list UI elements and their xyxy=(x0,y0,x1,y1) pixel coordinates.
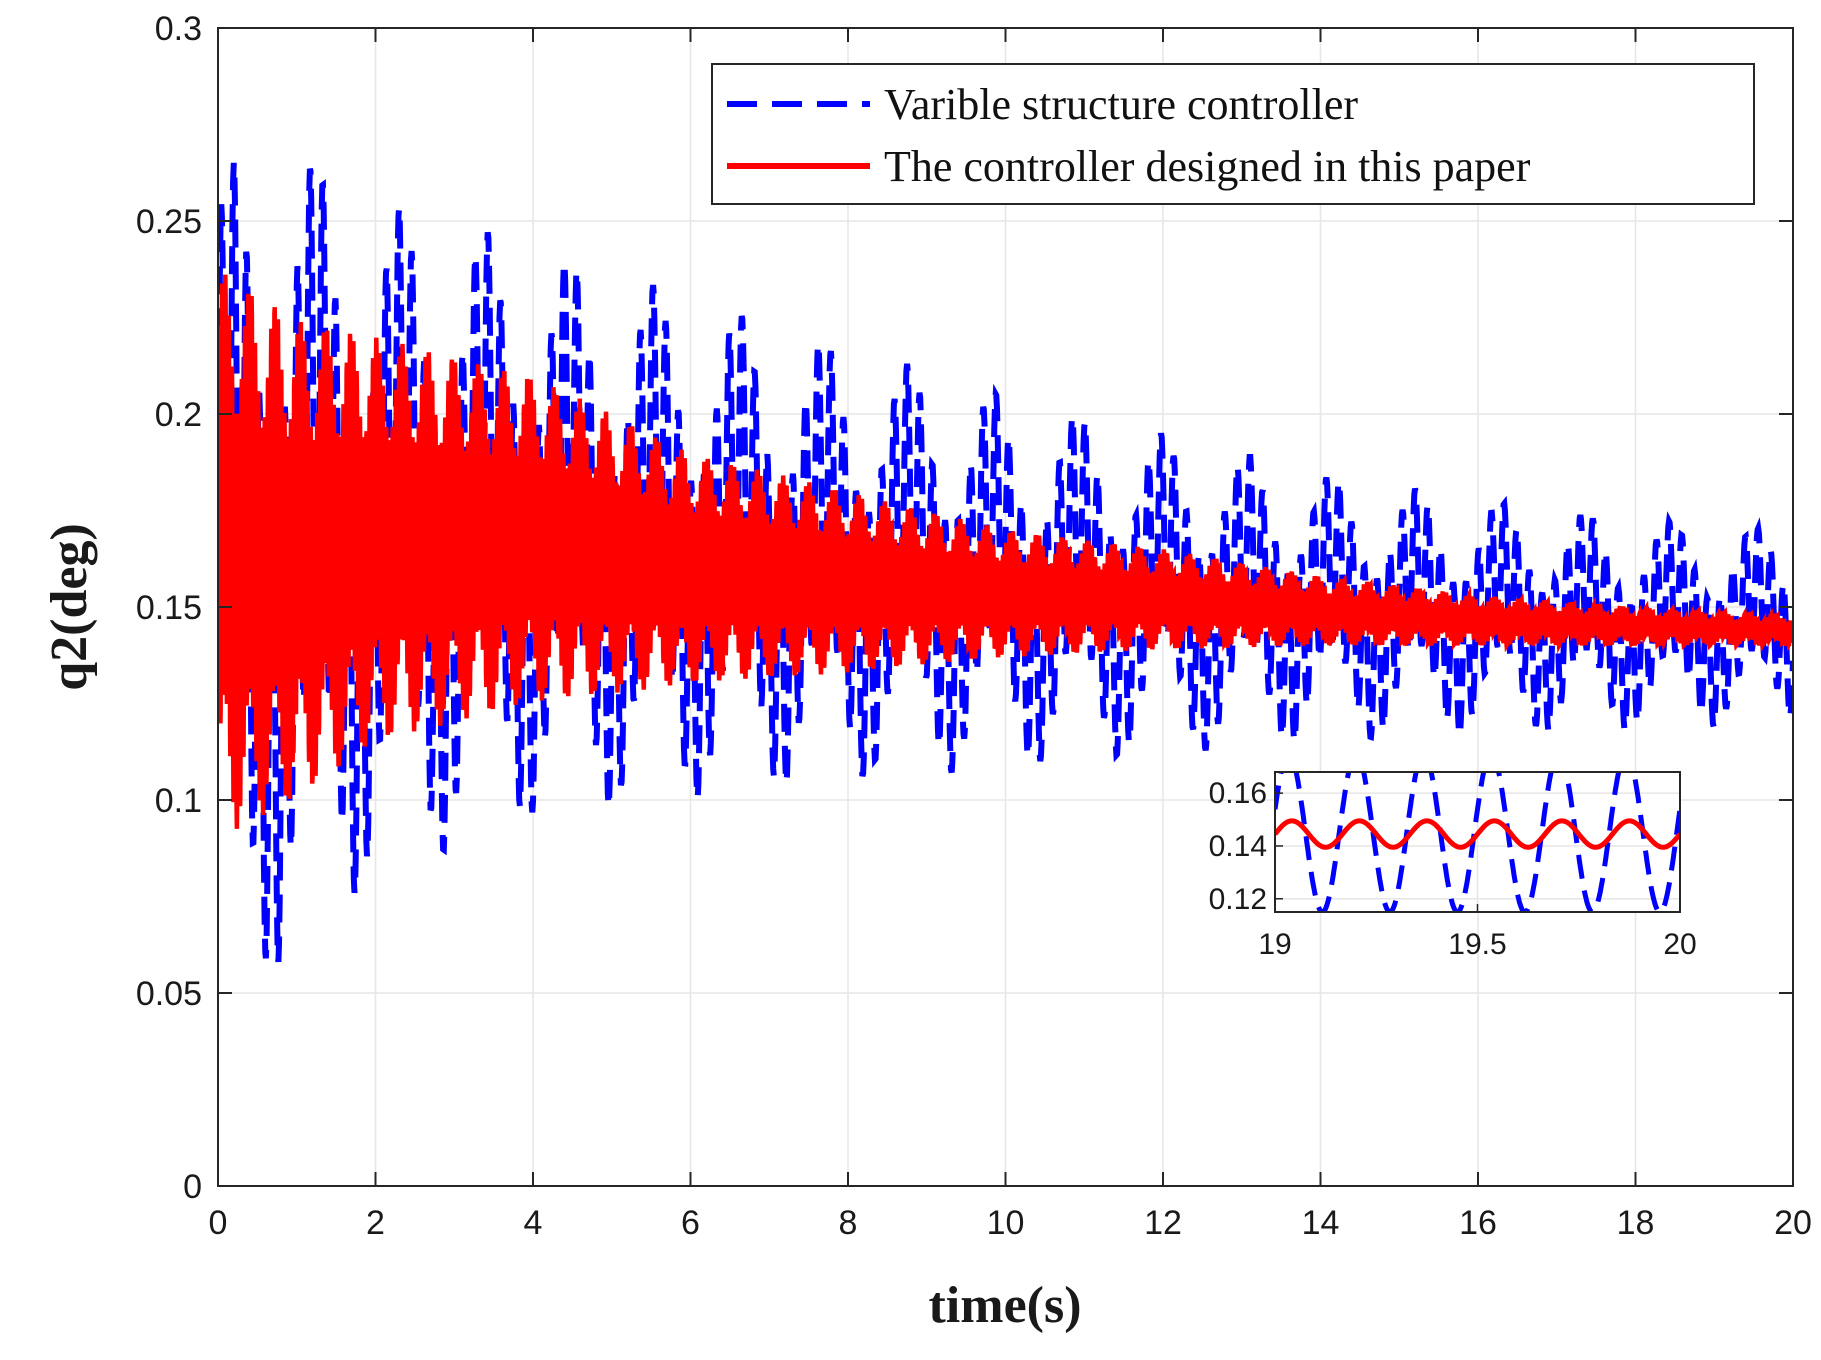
inset-series-designed-controller-line xyxy=(1275,818,1680,850)
y-tick-label: 0.1 xyxy=(155,782,202,820)
y-tick-label: 0.05 xyxy=(136,975,202,1013)
x-tick-label: 10 xyxy=(987,1204,1025,1242)
x-tick-label: 2 xyxy=(366,1204,385,1242)
inset-series-varible-structure-line xyxy=(1275,772,1680,912)
y-axis-title: q2(deg) xyxy=(41,523,98,691)
main-series-group xyxy=(218,162,1793,963)
inset-y-tick-label: 0.14 xyxy=(1209,830,1267,863)
inset-ticks: 19 19.5 20 0.12 0.14 0.16 xyxy=(1209,777,1697,961)
x-tick-label: 8 xyxy=(839,1204,858,1242)
x-axis-title: time(s) xyxy=(928,1277,1081,1334)
x-tick-label: 4 xyxy=(524,1204,543,1242)
x-tick-label: 12 xyxy=(1144,1204,1182,1242)
y-tick-label: 0.25 xyxy=(136,203,202,241)
y-tick-label: 0.2 xyxy=(155,396,202,434)
legend-box xyxy=(711,63,1755,205)
inset-y-tick-label: 0.12 xyxy=(1209,883,1267,916)
inset-x-tick-label: 19.5 xyxy=(1448,928,1506,961)
inset-x-tick-label: 20 xyxy=(1663,928,1696,961)
inset-series-group xyxy=(1275,772,1680,912)
legend-label-varible-structure: Varible structure controller xyxy=(884,80,1358,129)
legend: Varible structure controller The control… xyxy=(711,63,1755,205)
x-tick-label: 16 xyxy=(1459,1204,1497,1242)
x-tick-label: 18 xyxy=(1617,1204,1655,1242)
axis-ticks: 0 2 4 6 8 10 12 14 16 18 20 0 0.05 0.1 0.15 0.2 0.25 0.3 xyxy=(136,10,1812,1242)
inset-y-tick-label: 0.16 xyxy=(1209,777,1267,810)
x-tick-label: 0 xyxy=(209,1204,228,1242)
legend-label-designed-controller: The controller designed in this paper xyxy=(884,142,1531,191)
inset-plot: 19 19.5 20 0.12 0.14 0.16 xyxy=(1209,771,1697,961)
x-tick-label: 14 xyxy=(1302,1204,1340,1242)
y-tick-label: 0.15 xyxy=(136,589,202,627)
y-tick-label: 0 xyxy=(183,1168,202,1206)
x-tick-label: 20 xyxy=(1774,1204,1812,1242)
series-designed-controller-line xyxy=(218,274,1793,829)
inset-x-tick-label: 19 xyxy=(1258,928,1291,961)
series-varible-structure-line xyxy=(218,162,1793,963)
y-tick-label: 0.3 xyxy=(155,10,202,48)
x-tick-label: 6 xyxy=(681,1204,700,1242)
